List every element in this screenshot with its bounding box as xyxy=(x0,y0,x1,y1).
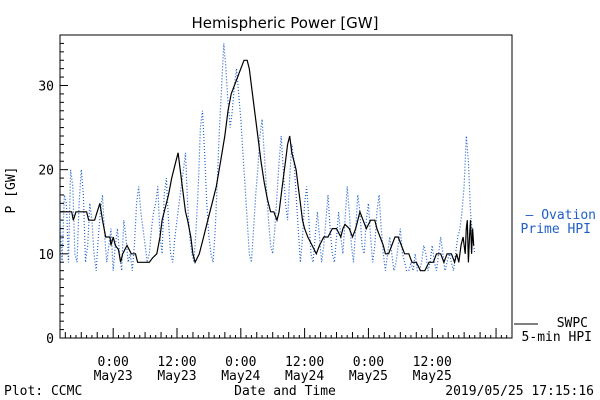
x-tick-time-label: 12:00 xyxy=(285,355,324,370)
x-tick-time-label: 0:00 xyxy=(98,355,129,370)
x-tick-time-label: 0:00 xyxy=(225,355,256,370)
chart-title: Hemispheric Power [GW] xyxy=(192,14,379,32)
plot-timestamp: 2019/05/25 17:15:16 xyxy=(445,384,594,399)
plot-credit: Plot: CCMC xyxy=(4,384,82,399)
x-axis-label: Date and Time xyxy=(234,384,336,399)
x-tick-date-label: May23 xyxy=(157,369,196,384)
y-tick-label: 10 xyxy=(38,248,54,263)
swpc-series-line xyxy=(60,59,475,272)
y-tick-label: 20 xyxy=(38,164,54,179)
x-tick-date-label: May23 xyxy=(94,369,133,384)
y-tick-label: 0 xyxy=(46,332,54,347)
x-tick-date-label: May24 xyxy=(221,369,260,384)
plot-frame xyxy=(59,34,513,339)
x-tick-date-label: May25 xyxy=(349,369,388,384)
x-tick-time-label: 0:00 xyxy=(353,355,384,370)
legend-swpc-label-line2: 5-min HPI xyxy=(522,330,592,345)
x-tick-date-label: May24 xyxy=(285,369,324,384)
plot-area: 01020300:00May2312:00May230:00May2412:00… xyxy=(38,34,513,384)
legend-ovation-label-line2: Prime HPI xyxy=(521,222,591,237)
x-tick-time-label: 12:00 xyxy=(157,355,196,370)
legend-ovation-label-line1: — Ovation xyxy=(526,208,596,223)
x-tick-time-label: 12:00 xyxy=(413,355,452,370)
y-axis-label: P [GW] xyxy=(4,167,19,214)
x-tick-date-label: May25 xyxy=(413,369,452,384)
ovation-prime-series-line xyxy=(59,43,476,272)
y-tick-label: 30 xyxy=(38,80,54,95)
legend-swpc-label-line1: SWPC xyxy=(557,316,588,331)
